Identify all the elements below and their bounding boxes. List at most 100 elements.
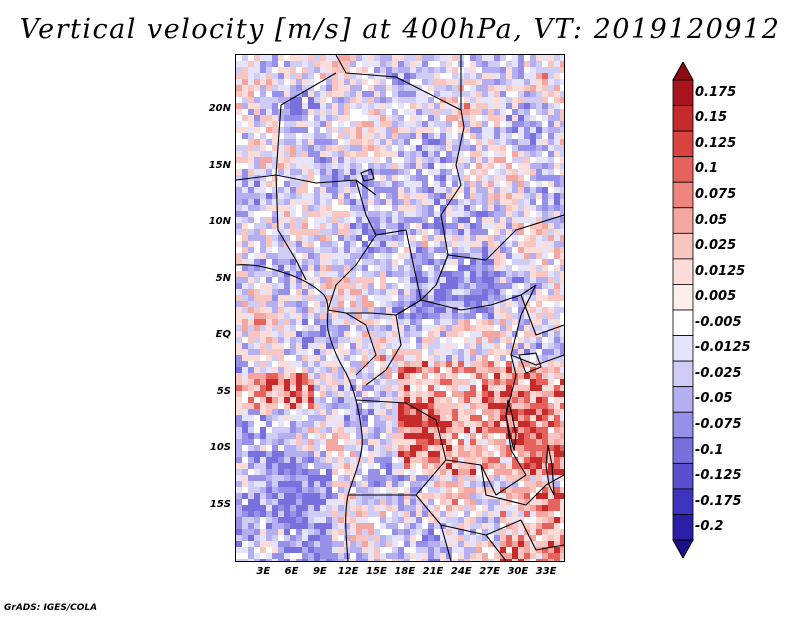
field-cell <box>290 307 297 314</box>
field-cell <box>524 247 531 254</box>
field-cell <box>416 97 423 104</box>
field-cell <box>524 193 531 200</box>
field-cell <box>482 469 489 476</box>
field-cell <box>326 379 333 386</box>
field-cell <box>452 259 459 266</box>
field-cell <box>506 271 513 278</box>
field-cell <box>368 235 375 242</box>
field-cell <box>236 475 243 482</box>
field-cell <box>248 199 255 206</box>
field-cell <box>338 535 345 542</box>
field-cell <box>404 241 411 248</box>
field-cell <box>422 103 429 110</box>
field-cell <box>440 541 447 548</box>
field-cell <box>428 403 435 410</box>
map-panel <box>235 54 565 562</box>
field-cell <box>560 217 564 224</box>
field-cell <box>446 145 453 152</box>
field-cell <box>368 511 375 518</box>
field-cell <box>302 385 309 392</box>
field-cell <box>416 487 423 494</box>
field-cell <box>500 157 507 164</box>
field-cell <box>410 391 417 398</box>
field-cell <box>446 337 453 344</box>
field-cell <box>524 241 531 248</box>
field-cell <box>356 163 363 170</box>
field-cell <box>482 331 489 338</box>
field-cell <box>284 259 291 266</box>
field-cell <box>458 469 465 476</box>
field-cell <box>476 367 483 374</box>
field-cell <box>254 307 261 314</box>
field-cell <box>488 379 495 386</box>
field-cell <box>470 265 477 272</box>
field-cell <box>512 235 519 242</box>
field-cell <box>506 469 513 476</box>
field-cell <box>296 511 303 518</box>
field-cell <box>434 547 441 554</box>
field-cell <box>530 349 537 356</box>
field-cell <box>380 493 387 500</box>
field-cell <box>464 523 471 530</box>
field-cell <box>410 151 417 158</box>
field-cell <box>548 427 555 434</box>
field-cell <box>380 469 387 476</box>
field-cell <box>326 133 333 140</box>
field-cell <box>488 439 495 446</box>
field-cell <box>302 307 309 314</box>
field-cell <box>302 55 309 62</box>
field-cell <box>554 223 561 230</box>
field-cell <box>506 187 513 194</box>
field-cell <box>248 193 255 200</box>
field-cell <box>452 181 459 188</box>
field-cell <box>308 115 315 122</box>
field-cell <box>446 307 453 314</box>
field-cell <box>548 493 555 500</box>
field-cell <box>554 139 561 146</box>
field-cell <box>416 325 423 332</box>
field-cell <box>452 193 459 200</box>
field-cell <box>266 127 273 134</box>
field-cell <box>488 349 495 356</box>
field-cell <box>344 391 351 398</box>
x-tick-label: 15E <box>366 566 387 577</box>
field-cell <box>374 247 381 254</box>
field-cell <box>308 493 315 500</box>
field-cell <box>452 331 459 338</box>
field-cell <box>266 475 273 482</box>
field-cell <box>380 301 387 308</box>
field-cell <box>416 67 423 74</box>
field-cell <box>344 73 351 80</box>
field-cell <box>542 115 549 122</box>
field-cell <box>374 331 381 338</box>
field-cell <box>368 265 375 272</box>
field-cell <box>350 559 357 561</box>
field-cell <box>404 505 411 512</box>
field-cell <box>314 505 321 512</box>
field-cell <box>464 277 471 284</box>
field-cell <box>518 493 525 500</box>
field-cell <box>296 157 303 164</box>
field-cell <box>326 493 333 500</box>
field-cell <box>398 535 405 542</box>
field-cell <box>548 469 555 476</box>
field-cell <box>548 403 555 410</box>
field-cell <box>476 457 483 464</box>
field-cell <box>452 373 459 380</box>
colorbar-label: -0.1 <box>695 442 724 458</box>
field-cell <box>320 145 327 152</box>
field-cell <box>518 283 525 290</box>
field-cell <box>350 181 357 188</box>
field-cell <box>392 85 399 92</box>
field-cell <box>410 175 417 182</box>
field-cell <box>368 517 375 524</box>
field-cell <box>308 523 315 530</box>
field-cell <box>332 481 339 488</box>
field-cell <box>470 421 477 428</box>
field-cell <box>302 193 309 200</box>
field-cell <box>548 385 555 392</box>
field-cell <box>296 175 303 182</box>
field-cell <box>386 337 393 344</box>
field-cell <box>464 541 471 548</box>
field-cell <box>476 55 483 62</box>
